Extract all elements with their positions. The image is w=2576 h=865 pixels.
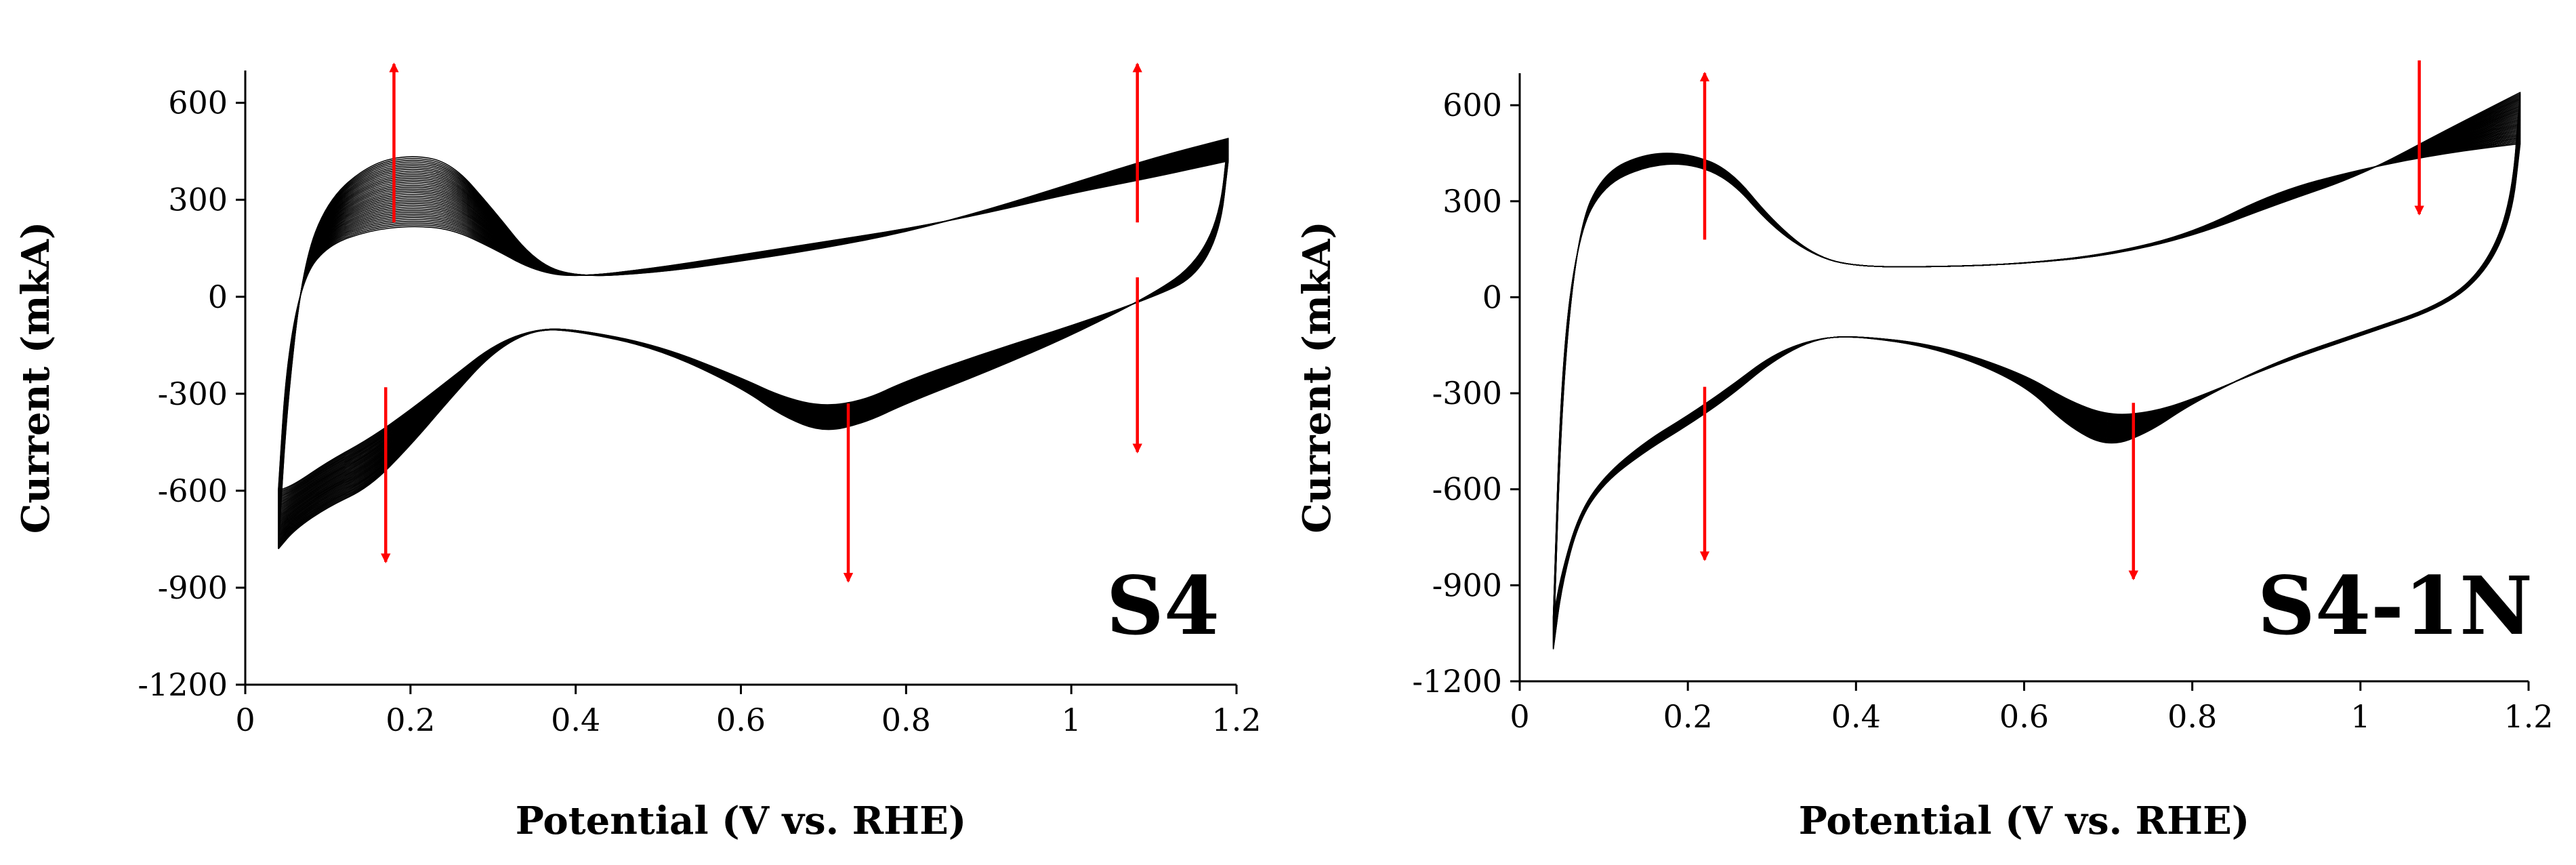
y-axis-title: Current (mkA): [1295, 221, 1339, 534]
cv-cycle-line: [1552, 132, 2521, 624]
cv-cycle-line: [278, 140, 1229, 544]
y-tick-label: 600: [168, 85, 228, 121]
cv-cycle-line: [1552, 118, 2521, 633]
cv-cycle-line: [1552, 124, 2521, 629]
cv-cycle-line: [1552, 129, 2521, 626]
x-tick-label: 1: [2350, 698, 2370, 735]
cv-cycle-line: [1552, 131, 2521, 625]
cv-cycle-line: [1552, 114, 2521, 636]
x-tick-label: 0.4: [551, 702, 600, 738]
y-tick-label: -600: [1432, 471, 1502, 508]
cv-cycle-line: [1552, 142, 2521, 618]
cv-cycle-line: [278, 151, 1229, 515]
y-tick-label: 300: [1442, 183, 1502, 220]
panel-label: S4-1N: [2258, 559, 2533, 653]
cv-cycle-line: [278, 147, 1229, 526]
cv-cycle-line: [1552, 122, 2521, 631]
y-tick-label: 0: [208, 279, 228, 315]
y-tick-label: 0: [1482, 279, 1502, 315]
cv-cycle-line: [1552, 134, 2521, 624]
y-tick-label: -1200: [1412, 663, 1502, 700]
cv-cycle-line: [278, 155, 1229, 506]
y-tick-label: -300: [1432, 375, 1502, 411]
cv-cycle-line: [1552, 128, 2521, 627]
cv-cycle-line: [278, 150, 1229, 517]
x-tick-label: 0.2: [1663, 698, 1713, 735]
cv-cycle-line: [278, 147, 1229, 524]
cv-cycle-line: [278, 155, 1229, 504]
y-tick-label: -900: [1432, 567, 1502, 603]
cv-cycle-line: [278, 143, 1229, 536]
cv-cycle-line: [1552, 135, 2521, 622]
y-tick-label: -600: [158, 472, 228, 509]
x-tick-label: 1.2: [1211, 702, 1261, 738]
x-tick-label: 0.2: [386, 702, 435, 738]
panel-label: S4: [1106, 559, 1220, 653]
cv-cycle-line: [1552, 123, 2521, 630]
cv-cycle-line: [278, 139, 1229, 545]
x-tick-label: 0.6: [716, 702, 766, 738]
y-tick-label: -900: [158, 569, 228, 606]
cv-cycle-line: [1552, 139, 2521, 620]
x-tick-label: 0.8: [2167, 698, 2217, 735]
x-tick-label: 0.6: [1999, 698, 2049, 735]
x-tick-label: 0.8: [881, 702, 931, 738]
cv-cycle-line: [1552, 136, 2521, 622]
cv-cycle-line: [1552, 92, 2521, 649]
cv-cycle-line: [1552, 121, 2521, 632]
cv-cycle-line: [1552, 119, 2521, 632]
cv-cycle-line: [1552, 138, 2521, 621]
y-tick-label: 600: [1442, 87, 1502, 123]
cv-cycle-line: [1552, 117, 2521, 634]
chart-panel-s4-1n: 0 0.2 0.4 0.6 0.8 1 1.2 600 300 0 -300 -600 -900 -120…: [1295, 60, 2554, 843]
chart-panel-s4: 0 0.2 0.4 0.6 0.8 1 1.2 600 300 0 -300 -600 -900 -120…: [14, 62, 1262, 843]
y-tick-label: -1200: [138, 666, 228, 703]
cv-curves: [1552, 92, 2521, 649]
x-tick-label: 0.4: [1831, 698, 1881, 735]
cv-cycle-line: [278, 144, 1229, 534]
cv-cycle-line: [1552, 140, 2521, 620]
cv-cycle-line: [278, 154, 1229, 508]
x-tick-label: 1.2: [2504, 698, 2553, 735]
y-axis-title: Current (mkA): [14, 222, 58, 534]
cv-cycle-line: [278, 155, 1229, 505]
cv-cycle-line: [1552, 113, 2521, 637]
cv-cycle-line: [278, 143, 1229, 535]
cv-cycle-line: [1552, 125, 2521, 628]
x-axis-title: Potential (V vs. RHE): [1799, 799, 2250, 843]
y-tick-label: -300: [158, 376, 228, 412]
cv-cycle-line: [1552, 127, 2521, 628]
x-tick-label: 0: [1510, 698, 1529, 735]
x-tick-label: 1: [1062, 702, 1081, 738]
cv-cycle-line: [1552, 143, 2521, 618]
x-axis-title: Potential (V vs. RHE): [516, 799, 967, 843]
cv-cycle-line: [278, 151, 1229, 514]
cv-cycle-line: [278, 138, 1229, 550]
cv-cycle-line: [1552, 115, 2521, 635]
cv-curves: [278, 138, 1229, 550]
x-tick-label: 0: [235, 702, 255, 738]
y-tick-label: 300: [168, 182, 228, 218]
